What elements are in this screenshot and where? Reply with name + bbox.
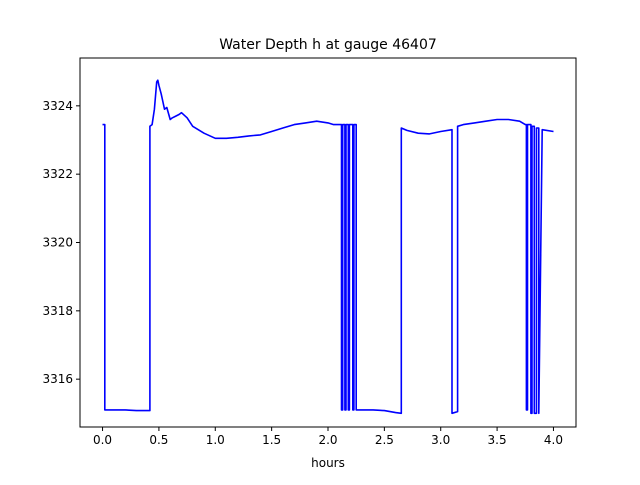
x-tick-label: 2.0	[318, 433, 337, 447]
x-tick-label: 4.0	[544, 433, 563, 447]
x-tick-label: 0.0	[93, 433, 112, 447]
x-tick-label: 3.0	[431, 433, 450, 447]
x-tick-label: 0.5	[149, 433, 168, 447]
x-axis-label: hours	[311, 456, 345, 470]
series-line-0	[102, 79, 554, 415]
y-tick-label: 3322	[42, 167, 73, 181]
plot-area: 0.0 0.5 1.0 1.5 2.0 2.5 3.0 3.5 4.0 3316 3318 3320 3…	[42, 57, 577, 447]
chart-title: Water Depth h at gauge 46407	[219, 37, 437, 53]
x-tick-label: 2.5	[375, 433, 394, 447]
y-tick-label: 3320	[42, 236, 73, 250]
x-tick-label: 1.5	[262, 433, 281, 447]
y-tick-label: 3316	[42, 372, 73, 386]
x-tick-label: 3.5	[488, 433, 507, 447]
x-tick-label: 1.0	[206, 433, 225, 447]
y-tick-label: 3324	[42, 99, 73, 113]
y-tick-label: 3318	[42, 304, 73, 318]
